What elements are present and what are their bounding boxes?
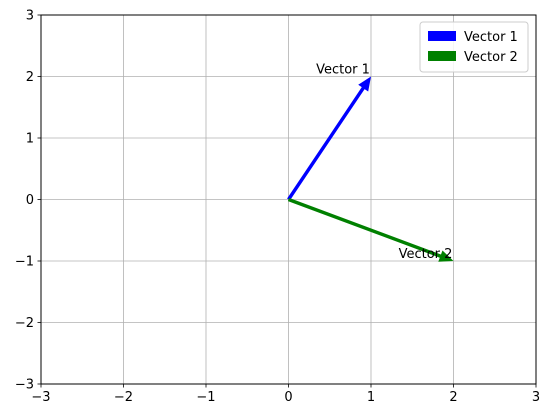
vector-1-annotation: Vector 1 bbox=[316, 63, 370, 78]
legend-swatch bbox=[428, 51, 456, 61]
y-tick-label: 1 bbox=[26, 132, 34, 147]
y-tick-label: 3 bbox=[26, 9, 34, 24]
x-tick-label: −3 bbox=[31, 390, 50, 405]
vector-2-arrow bbox=[287, 197, 454, 262]
vectors bbox=[287, 76, 454, 262]
vector-2-annotation: Vector 2 bbox=[399, 247, 453, 262]
x-tick-label: −1 bbox=[196, 390, 215, 405]
x-tick-label: 2 bbox=[449, 390, 457, 405]
y-tick-label: −3 bbox=[15, 378, 34, 393]
x-tick-label: 1 bbox=[367, 390, 375, 405]
x-tick-label: −2 bbox=[114, 390, 133, 405]
y-tick-label: 2 bbox=[26, 70, 34, 85]
x-tick-label: 3 bbox=[532, 390, 540, 405]
y-tick-label: −1 bbox=[15, 255, 34, 270]
x-axis-ticks: −3 −2 −1 0 1 2 3 bbox=[31, 384, 540, 405]
vector-annotations: Vector 1 Vector 2 bbox=[316, 63, 452, 263]
vector-1-arrow bbox=[287, 76, 371, 201]
y-tick-label: 0 bbox=[26, 193, 34, 208]
legend-swatch bbox=[428, 31, 456, 41]
y-tick-label: −2 bbox=[15, 316, 34, 331]
plot-frame bbox=[40, 14, 537, 385]
legend-label: Vector 2 bbox=[464, 50, 518, 65]
legend: Vector 1 Vector 2 bbox=[419, 21, 529, 73]
legend-label: Vector 1 bbox=[464, 30, 518, 45]
y-axis-ticks: −3 −2 −1 0 1 2 3 bbox=[15, 9, 41, 393]
x-tick-label: 0 bbox=[284, 390, 292, 405]
